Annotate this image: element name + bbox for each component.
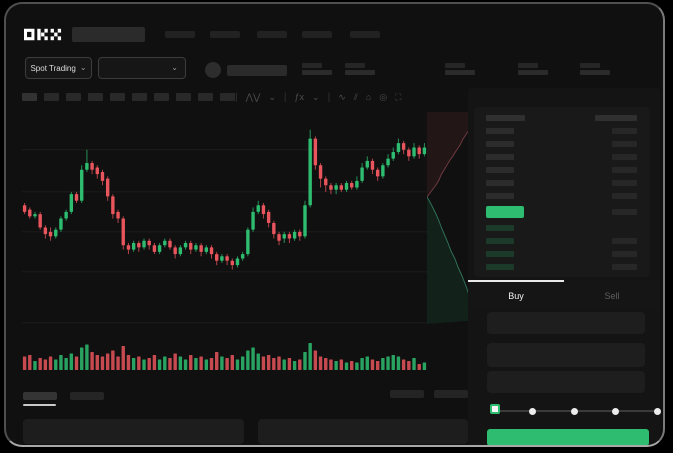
- bid-row-skeleton: [612, 264, 637, 270]
- trade-tabs: Buy Sell: [468, 280, 660, 310]
- bottom-link-1[interactable]: [390, 390, 424, 398]
- ask-row-skeleton: [612, 141, 637, 147]
- tab-buy[interactable]: Buy: [468, 280, 564, 310]
- indicators-icon[interactable]: ƒx: [294, 92, 305, 102]
- stat-label-skeleton: [345, 63, 365, 68]
- slider-handle[interactable]: [490, 404, 500, 414]
- stat-value-skeleton: [302, 70, 332, 75]
- depth-chart: [427, 112, 478, 324]
- market-type-selector[interactable]: Spot Trading ⌄: [25, 57, 92, 79]
- nav-item-3[interactable]: [257, 31, 287, 38]
- stat-label-skeleton: [302, 63, 322, 68]
- timeframe-button-10[interactable]: [220, 93, 235, 101]
- slider-stop-100[interactable]: [653, 407, 661, 415]
- chevron-down-icon: ⌄: [79, 63, 87, 72]
- tab-sell[interactable]: Sell: [604, 291, 620, 301]
- ask-row-skeleton: [486, 167, 514, 173]
- timeframe-button-7[interactable]: [154, 93, 169, 101]
- trading-app-screen: Spot Trading ⌄ ⌄ | ⋀⋁ ⌄ | ƒx ⌄ | ∿ ⫽ ⌂ ◎ ⛶ Buy Sell: [6, 4, 663, 445]
- bid-row-skeleton: [486, 251, 514, 257]
- ask-row-skeleton: [612, 167, 637, 173]
- orders-panel-skeleton: [258, 419, 468, 444]
- timeframe-button-9[interactable]: [198, 93, 213, 101]
- snapshot-icon[interactable]: ⌂: [365, 92, 372, 102]
- bid-row-skeleton: [486, 225, 514, 231]
- ticker-skeleton: [72, 27, 145, 42]
- bid-row-skeleton: [612, 238, 637, 244]
- ask-row-skeleton: [612, 154, 637, 160]
- stat-label-skeleton: [518, 63, 538, 68]
- toolbar-divider: |: [235, 91, 238, 103]
- candlestick-chart[interactable]: [22, 112, 427, 334]
- last-price-row-skeleton: [612, 209, 637, 215]
- nav-item-1[interactable]: [165, 31, 195, 38]
- timeframe-button-8[interactable]: [176, 93, 191, 101]
- pair-selector[interactable]: ⌄: [98, 57, 186, 79]
- amount-input[interactable]: [487, 343, 645, 367]
- slider-stop-50[interactable]: [570, 407, 578, 415]
- okx-logo[interactable]: [24, 27, 62, 42]
- stat-label-skeleton: [445, 63, 465, 68]
- chart-type-icon[interactable]: ⋀⋁: [245, 91, 261, 102]
- orderbook-header-skeleton: [486, 115, 525, 121]
- stat-value-skeleton: [445, 70, 475, 75]
- line-tool-icon[interactable]: ∿: [338, 91, 346, 102]
- last-price-indicator: [486, 206, 524, 218]
- bottom-link-2[interactable]: [434, 390, 468, 398]
- stat-value-skeleton: [345, 70, 375, 75]
- ask-row-skeleton: [612, 180, 637, 186]
- total-input[interactable]: [487, 371, 645, 393]
- bottom-tab-history[interactable]: [70, 392, 104, 400]
- bottom-tab-open-orders[interactable]: [23, 392, 57, 400]
- timeframe-button-4[interactable]: [88, 93, 103, 101]
- stat-value-skeleton: [518, 70, 548, 75]
- timeframe-button-5[interactable]: [110, 93, 125, 101]
- settings-icon[interactable]: ◎: [379, 91, 388, 102]
- timeframe-button-2[interactable]: [44, 93, 59, 101]
- compare-icon[interactable]: ⫽: [353, 91, 358, 102]
- timeframe-button-6[interactable]: [132, 93, 147, 101]
- pair-avatar[interactable]: [205, 62, 221, 78]
- orders-panel-skeleton: [23, 419, 244, 444]
- bid-row-skeleton: [486, 238, 514, 244]
- slider-stop-75[interactable]: [612, 407, 619, 415]
- timeframe-button-1[interactable]: [22, 93, 37, 101]
- market-type-label: Spot Trading: [30, 63, 76, 73]
- timeframe-button-3[interactable]: [66, 93, 81, 101]
- nav-item-2[interactable]: [210, 31, 240, 38]
- bid-row-skeleton: [612, 251, 637, 257]
- slider-stop-25[interactable]: [529, 407, 536, 415]
- fullscreen-icon[interactable]: ⛶: [395, 91, 402, 102]
- ask-row-skeleton: [486, 180, 514, 186]
- chart-type-chevron-icon[interactable]: ⌄: [268, 91, 276, 102]
- amount-slider[interactable]: [490, 404, 661, 415]
- orderbook-panel: [474, 107, 650, 277]
- volume-bars: [22, 338, 427, 370]
- chart-toolbar: | ⋀⋁ ⌄ | ƒx ⌄ | ∿ ⫽ ⌂ ◎ ⛶: [235, 90, 401, 104]
- ask-row-skeleton: [486, 193, 514, 199]
- chevron-down-icon: ⌄: [171, 63, 178, 72]
- ask-row-skeleton: [486, 154, 514, 160]
- ask-row-skeleton: [612, 128, 637, 134]
- stat-value-skeleton: [580, 70, 610, 75]
- ask-row-skeleton: [612, 193, 637, 199]
- toolbar-divider: |: [327, 91, 331, 103]
- stat-label-skeleton: [580, 63, 600, 68]
- toolbar-divider: |: [283, 91, 287, 103]
- buy-submit-button[interactable]: [487, 429, 649, 445]
- orderbook-header-skeleton: [595, 115, 637, 121]
- device-frame: Spot Trading ⌄ ⌄ | ⋀⋁ ⌄ | ƒx ⌄ | ∿ ⫽ ⌂ ◎ ⛶ Buy Sell: [4, 2, 665, 447]
- indicators-chevron-icon[interactable]: ⌄: [312, 91, 320, 102]
- bottom-tab-active-indicator: [23, 404, 56, 406]
- nav-item-5[interactable]: [350, 31, 380, 38]
- ask-row-skeleton: [486, 128, 514, 134]
- ask-row-skeleton: [486, 141, 514, 147]
- nav-item-4[interactable]: [302, 31, 332, 38]
- pair-name-skeleton: [227, 65, 287, 76]
- price-input[interactable]: [487, 312, 645, 334]
- bid-row-skeleton: [486, 264, 514, 270]
